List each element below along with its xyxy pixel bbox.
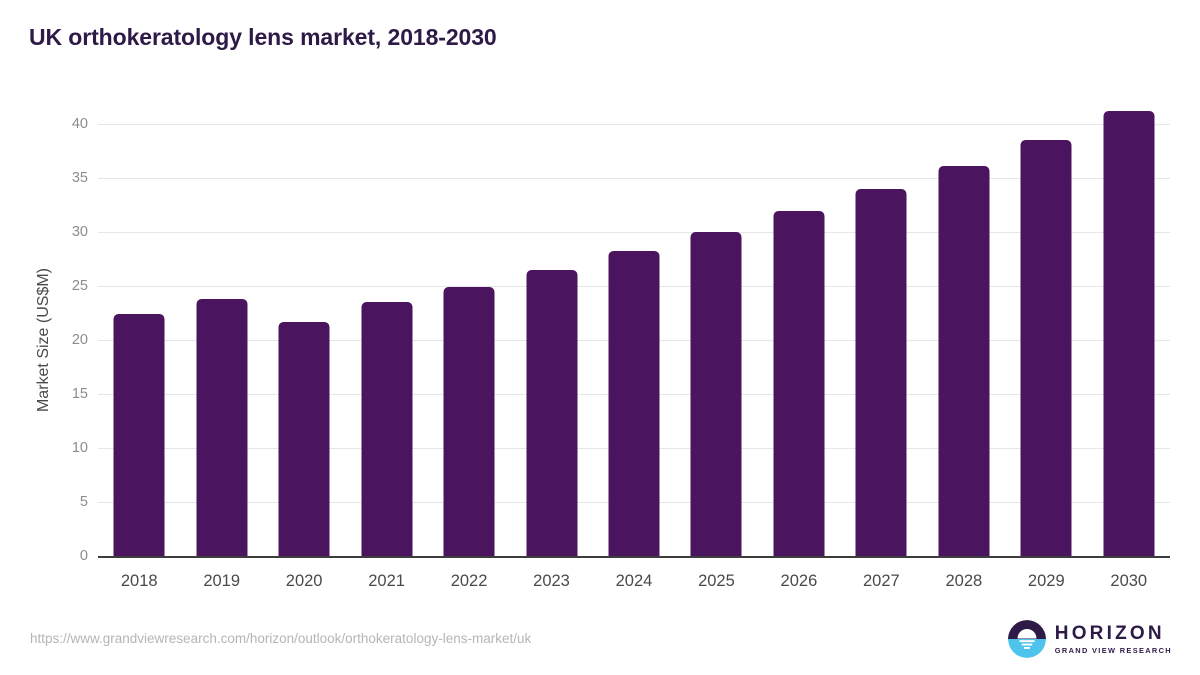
gridline — [98, 178, 1170, 179]
y-axis-tick-label: 20 — [71, 332, 88, 348]
bar-2019[interactable] — [196, 298, 248, 556]
horizon-logo-icon — [1007, 620, 1046, 658]
source-url[interactable]: https://www.grandviewresearch.com/horizo… — [30, 631, 532, 646]
bar-2024[interactable] — [608, 251, 660, 556]
y-axis-tick-label: 15 — [71, 386, 88, 402]
bar-2023[interactable] — [526, 269, 578, 556]
x-axis-tick-label: 2024 — [615, 572, 653, 590]
bar-2025[interactable] — [690, 232, 742, 556]
bar-group[interactable]: 2026 — [758, 124, 840, 590]
x-axis-tick-label: 2025 — [698, 572, 735, 590]
bars-group: 2018 2019 2020 2021 2022 2023 2024 2025 2026 2027… — [98, 111, 1170, 590]
x-axis-tick-label: 2029 — [1027, 572, 1065, 590]
bar-group[interactable]: 2025 — [675, 124, 757, 590]
plot-area: 0 5 10 15 20 25 30 35 40 2018 2019 2020 2021 2022 202… — [72, 111, 1170, 590]
y-axis-tick-label: 30 — [71, 224, 88, 240]
bar-2026[interactable] — [773, 211, 825, 556]
bar-2029[interactable] — [1020, 140, 1072, 556]
x-axis-tick-label: 2021 — [368, 572, 405, 590]
horizon-logo[interactable]: HORIZON GRAND VIEW RESEARCH — [1007, 620, 1172, 658]
bar-group[interactable]: 2029 — [1005, 124, 1087, 590]
bar-group[interactable]: 2018 — [98, 124, 180, 590]
bar-group[interactable]: 2030 — [1088, 111, 1170, 590]
y-axis-tick-label: 5 — [79, 494, 88, 510]
bar-2027[interactable] — [855, 188, 907, 556]
bar-group[interactable]: 2021 — [345, 124, 427, 590]
page-title: UK orthokeratology lens market, 2018-203… — [29, 24, 497, 50]
gridline — [98, 232, 1170, 233]
bar-2022[interactable] — [443, 287, 495, 556]
x-axis-line — [98, 556, 1170, 558]
bar-group[interactable]: 2019 — [180, 124, 262, 590]
gridline — [98, 124, 1170, 125]
bar-group[interactable]: 2020 — [263, 124, 345, 590]
x-axis-tick-label: 2030 — [1110, 572, 1148, 590]
x-axis-tick-label: 2026 — [780, 572, 818, 590]
logo-wordmark: HORIZON — [1054, 622, 1165, 644]
y-axis-tick-label: 10 — [71, 440, 88, 456]
bar-2028[interactable] — [938, 166, 990, 556]
bar-2021[interactable] — [361, 302, 413, 556]
horizon-logo-text: HORIZON GRAND VIEW RESEARCH — [1055, 624, 1172, 654]
x-axis-tick-label: 2020 — [285, 572, 323, 590]
x-axis-tick-label: 2027 — [863, 572, 900, 590]
y-axis-tick-label: 40 — [71, 116, 88, 132]
y-axis-tick-label: 35 — [71, 170, 88, 186]
y-axis-tick-label: 0 — [79, 548, 88, 564]
x-axis-tick-label: 2019 — [203, 572, 241, 590]
x-axis-tick-label: 2018 — [120, 572, 158, 590]
bar-group[interactable]: 2024 — [593, 124, 675, 590]
y-axis-tick-label: 25 — [71, 278, 88, 294]
bar-2020[interactable] — [278, 321, 330, 556]
bar-group[interactable]: 2022 — [428, 124, 510, 590]
bar-2030[interactable] — [1103, 111, 1155, 556]
bar-2018[interactable] — [113, 314, 165, 556]
x-axis-tick-label: 2022 — [450, 572, 488, 590]
x-axis-tick-label: 2023 — [533, 572, 570, 590]
bar-group[interactable]: 2027 — [840, 124, 922, 590]
x-axis-tick-label: 2028 — [945, 572, 983, 590]
horizon-circle-icon — [1007, 620, 1046, 658]
logo-tagline: GRAND VIEW RESEARCH — [1054, 645, 1172, 655]
bar-group[interactable]: 2023 — [510, 124, 592, 590]
bar-group[interactable]: 2028 — [923, 124, 1005, 590]
